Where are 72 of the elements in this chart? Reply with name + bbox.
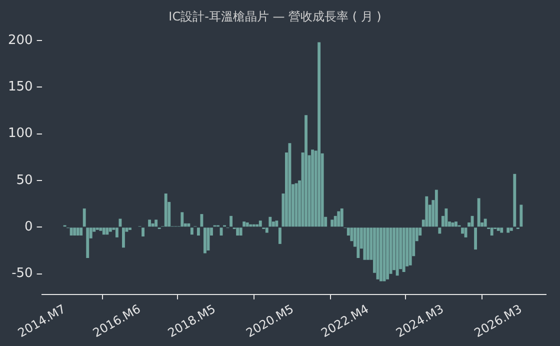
bar [99,228,102,231]
bar [180,212,184,227]
bar [438,228,442,234]
bar [187,223,190,227]
bar [108,228,112,232]
bar [490,228,494,236]
bar [434,190,438,227]
chart-title: IC設計-耳溫槍晶片 — 營收成長率 ( 月 ) [168,9,382,24]
bar [334,216,337,227]
bar [506,228,510,233]
bar [340,208,344,227]
bar [70,228,73,236]
bar [366,228,370,260]
bar [118,218,122,227]
bar [500,228,504,233]
bar [311,150,314,227]
y-tick-label: 150 [8,79,33,94]
y-tick-label: 50 [16,172,33,188]
bar [444,208,448,227]
bar [122,228,125,248]
bar [258,220,262,227]
bar [275,220,278,227]
bar [236,228,240,236]
bar [396,228,399,276]
bar [268,216,272,227]
bar [86,228,90,258]
bar [151,223,154,227]
bar [164,194,168,227]
bar [330,220,334,227]
bar [363,228,366,260]
bar [190,228,194,235]
bar [115,228,118,238]
bar [82,208,86,227]
bar [477,198,480,227]
bar [513,174,516,227]
bar [380,228,382,282]
bar [73,228,76,236]
bar [425,196,428,227]
bar [246,222,249,227]
y-tick-label: 100 [8,126,33,142]
bar [80,228,83,236]
bar [484,218,487,227]
bar [102,228,106,235]
bar [196,228,200,236]
bar [242,222,246,227]
bar [510,228,513,231]
bar [496,228,500,231]
bar [278,228,282,244]
y-tick-label: -50 [12,266,33,282]
bar [239,228,242,236]
bar [454,222,458,227]
bar [386,228,389,280]
bar [230,216,233,227]
bar [154,220,158,227]
bar [337,211,340,227]
bar [304,115,308,227]
bar [106,228,109,235]
bar [148,220,152,227]
y-tick-label: 0 [24,220,33,235]
bar [461,228,464,234]
y-tick-label: 200 [8,32,33,48]
bar [520,204,523,227]
bar [200,214,204,227]
bar [356,228,360,258]
bar [408,228,412,266]
bar [204,228,206,254]
bar [265,228,268,233]
bar [474,228,478,250]
bar [402,228,406,272]
bar [76,228,80,236]
bar [142,228,144,236]
bar [318,42,321,227]
